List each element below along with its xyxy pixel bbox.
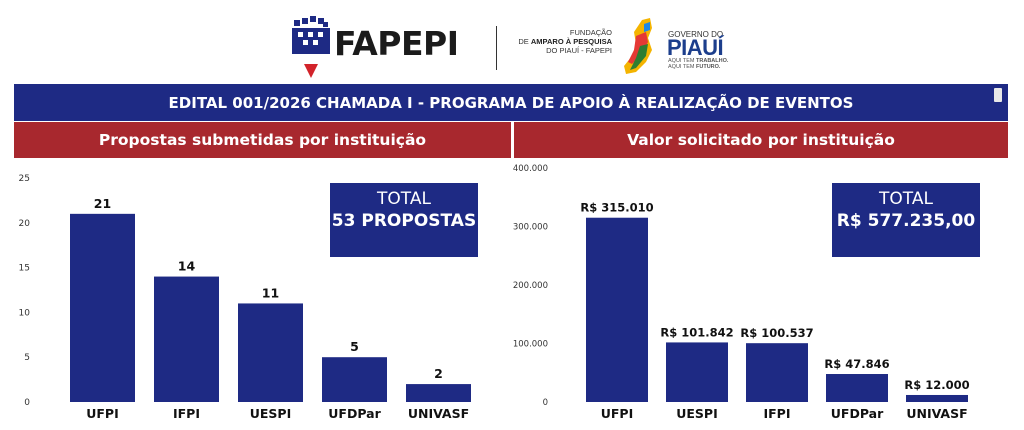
total-proposals-value: 53 PROPOSTAS	[331, 211, 477, 231]
x-tick-label: IFPI	[173, 406, 200, 421]
bar-uespi	[666, 342, 728, 402]
data-label: 2	[434, 366, 443, 381]
foundation-line-2-bold: AMPARO À PESQUISA	[530, 37, 612, 46]
y-tick-label: 25	[19, 174, 30, 184]
logo-text: FAPEPI	[334, 24, 459, 63]
foundation-line-3: DO PIAUÍ - FAPEPI	[546, 46, 612, 55]
x-tick-label: UFPI	[86, 406, 119, 421]
header-divider	[496, 26, 497, 70]
gov-tagline-2-prefix: AQUI TEM	[668, 64, 697, 70]
bar-ifpi	[154, 276, 219, 402]
chart-right-title: Valor solicitado por instituição	[514, 122, 1008, 158]
gov-tagline-1: AQUI TEM TRABALHO.	[668, 58, 728, 64]
bar-ufdpar	[826, 374, 888, 402]
chart-left-title: Propostas submetidas por instituição	[14, 122, 511, 158]
x-tick-label: UESPI	[676, 406, 718, 421]
data-label: 11	[262, 285, 279, 300]
bar-ufpi	[586, 217, 648, 402]
scrollbar-thumb[interactable]	[994, 88, 1002, 102]
y-tick-label: 300.000	[513, 223, 548, 233]
data-label: R$ 100.537	[740, 326, 813, 340]
data-label: R$ 101.842	[660, 325, 733, 339]
data-label: 14	[178, 259, 196, 274]
foundation-line-1: FUNDAÇÃO	[569, 28, 612, 37]
x-tick-label: UFDPar	[831, 406, 884, 421]
total-amount-value: R$ 577.235,00	[836, 211, 976, 231]
bar-ufdpar	[322, 357, 387, 402]
data-label: R$ 12.000	[904, 378, 969, 392]
y-tick-label: 5	[24, 353, 30, 363]
bar-ifpi	[746, 343, 808, 402]
foundation-line-2: DE AMPARO À PESQUISA	[506, 37, 612, 46]
data-label: 5	[350, 339, 359, 354]
gov-label: GOVERNO DO	[668, 30, 724, 39]
bar-univasf	[906, 394, 968, 402]
x-tick-label: UESPI	[250, 406, 292, 421]
y-tick-label: 0	[24, 398, 30, 408]
y-tick-label: 100.000	[513, 340, 548, 350]
bar-ufpi	[70, 213, 135, 402]
page-title: EDITAL 001/2026 CHAMADA I - PROGRAMA DE …	[14, 84, 1008, 121]
data-label: R$ 47.846	[824, 357, 889, 371]
foundation-name: FUNDAÇÃO DE AMPARO À PESQUISA DO PIAUÍ -…	[506, 28, 612, 55]
x-tick-label: UNIVASF	[906, 406, 967, 421]
gov-tagline-1-prefix: AQUI TEM	[668, 58, 697, 64]
y-tick-label: 0	[543, 398, 548, 408]
gov-tagline: AQUI TEM TRABALHO. AQUI TEM FUTURO.	[668, 58, 728, 70]
x-tick-label: IFPI	[763, 406, 790, 421]
bar-uespi	[238, 303, 303, 402]
fapepi-logo-icon	[292, 16, 330, 78]
total-proposals-label: TOTAL	[377, 189, 431, 209]
bar-univasf	[406, 384, 471, 402]
data-label: R$ 315.010	[580, 201, 653, 215]
foundation-line-2-prefix: DE	[518, 37, 531, 46]
total-box-amount: TOTAL R$ 577.235,00	[832, 183, 980, 257]
y-tick-label: 200.000	[513, 281, 548, 291]
y-tick-label: 400.000	[513, 164, 548, 174]
y-tick-label: 10	[19, 308, 31, 318]
gov-tagline-2-bold: FUTURO.	[696, 64, 721, 70]
gov-state-name: PIAUÍ	[667, 35, 724, 60]
header: FAPEPI FUNDAÇÃO DE AMPARO À PESQUISA DO …	[0, 0, 1024, 82]
gov-tagline-1-bold: TRABALHO.	[696, 58, 729, 64]
total-box-proposals: TOTAL 53 PROPOSTAS	[330, 183, 478, 257]
x-tick-label: UFPI	[601, 406, 634, 421]
data-label: 21	[94, 196, 111, 211]
x-tick-label: UFDPar	[328, 406, 381, 421]
piaui-map-icon	[624, 18, 652, 74]
y-tick-label: 20	[19, 219, 31, 229]
x-tick-label: UNIVASF	[408, 406, 469, 421]
y-tick-label: 15	[19, 264, 30, 274]
gov-tagline-2: AQUI TEM FUTURO.	[668, 64, 728, 70]
total-amount-label: TOTAL	[879, 189, 933, 209]
